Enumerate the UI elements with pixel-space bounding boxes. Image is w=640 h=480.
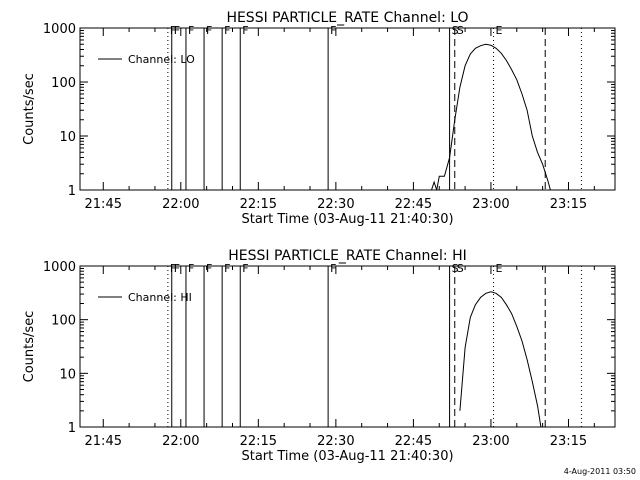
y-tick-label: 10 xyxy=(59,130,76,145)
flag-marker-label: F xyxy=(170,262,176,275)
flag-marker-label: F xyxy=(170,24,176,37)
panel-1: HESSI PARTICLE_RATE Channel: LO 1 10 100 100… xyxy=(22,10,616,227)
x-tick-label: 22:45 xyxy=(395,434,432,449)
flag-marker-label: F xyxy=(174,262,180,275)
plot-frame xyxy=(79,27,616,191)
legend-label: Channel: LO xyxy=(128,53,195,66)
series-line xyxy=(459,291,542,428)
x-tick-label: 22:00 xyxy=(162,197,199,212)
x-tick-label: 23:00 xyxy=(472,434,509,449)
y-tick-label: 1 xyxy=(68,421,76,436)
flag-marker-label: F xyxy=(188,262,194,275)
x-tick-label: 23:00 xyxy=(472,197,509,212)
flag-marker-label: F xyxy=(242,262,248,275)
x-axis-label: Start Time (03-Aug-11 21:40:30) xyxy=(241,212,453,227)
x-axis-label: Start Time (03-Aug-11 21:40:30) xyxy=(241,449,453,464)
x-tick-label: 21:45 xyxy=(85,434,122,449)
flag-marker-label: S xyxy=(457,24,464,37)
y-tick-label: 100 xyxy=(51,314,76,329)
y-tick-label: 100 xyxy=(51,76,76,91)
flag-marker-label: F xyxy=(330,262,336,275)
x-tick-label: 23:15 xyxy=(550,434,587,449)
flag-marker-label: E xyxy=(496,24,503,37)
y-axis-label: Counts/sec xyxy=(22,311,37,383)
plot-frame xyxy=(79,265,616,428)
series-line xyxy=(431,43,551,191)
y-tick-label: 1000 xyxy=(43,22,76,37)
x-tick-label: 22:30 xyxy=(317,434,354,449)
x-tick-label: 22:15 xyxy=(240,434,277,449)
y-tick-label: 10 xyxy=(59,367,76,382)
panel-2: HESSI PARTICLE_RATE Channel: HI 1 10 100 100… xyxy=(22,248,616,464)
flag-marker-label: F xyxy=(330,24,336,37)
y-tick-label: 1000 xyxy=(43,260,76,275)
x-tick-label: 21:45 xyxy=(85,197,122,212)
flag-marker-label: F xyxy=(174,24,180,37)
x-tick-label: 22:15 xyxy=(240,197,277,212)
flag-marker-label: E xyxy=(496,262,503,275)
chart-title: HESSI PARTICLE_RATE Channel: HI xyxy=(228,248,466,264)
legend-label: Channel: HI xyxy=(128,291,192,304)
flag-marker-label: F xyxy=(206,24,212,37)
y-axis-label: Counts/sec xyxy=(22,73,37,145)
footer-timestamp: 4-Aug-2011 03:50 xyxy=(564,467,636,476)
x-tick-label: 22:45 xyxy=(395,197,432,212)
x-tick-label: 22:30 xyxy=(317,197,354,212)
flag-marker-label: F xyxy=(206,262,212,275)
flag-marker-label: S xyxy=(457,262,464,275)
x-tick-label: 22:00 xyxy=(162,434,199,449)
flag-marker-label: F xyxy=(224,262,230,275)
y-tick-label: 1 xyxy=(68,184,76,199)
flag-marker-label: F xyxy=(242,24,248,37)
chart-title: HESSI PARTICLE_RATE Channel: LO xyxy=(226,10,468,26)
x-tick-label: 23:15 xyxy=(550,197,587,212)
flag-marker-label: F xyxy=(224,24,230,37)
flag-marker-label: F xyxy=(188,24,194,37)
